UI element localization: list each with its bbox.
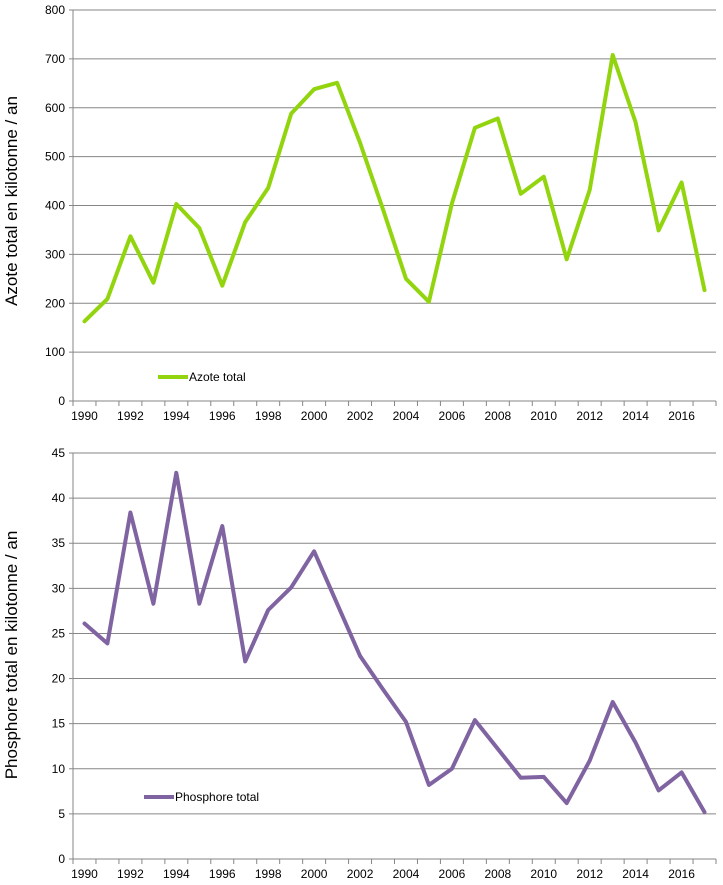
- phosphore-x-tick-label: 1990: [71, 867, 98, 881]
- azote-x-tick-label: 2004: [393, 409, 420, 423]
- azote-series-line: [82, 53, 707, 324]
- phosphore-x-tick-label: 2006: [439, 867, 466, 881]
- phosphore-y-tick-label: 10: [52, 762, 66, 776]
- phosphore-x-tick-label: 2002: [347, 867, 374, 881]
- azote-y-tick-label: 200: [45, 296, 65, 310]
- phosphore-x-tick-label: 2004: [393, 867, 420, 881]
- phosphore-y-axis-label: Phosphore total en kilotonne / an: [2, 531, 21, 780]
- phosphore-y-tick-label: 40: [52, 491, 66, 505]
- phosphore-chart: Phosphore total en kilotonne / an 0 5 10 15…: [2, 446, 717, 881]
- phosphore-legend-label: Phosphore total: [175, 790, 259, 804]
- azote-x-tick-label: 2016: [668, 409, 695, 423]
- phosphore-y-tick-label: 30: [52, 581, 66, 595]
- azote-x-tick-label: 2008: [484, 409, 511, 423]
- azote-x-tick-label: 1994: [163, 409, 190, 423]
- azote-y-tick-label: 600: [45, 101, 65, 115]
- azote-y-tick-label: 400: [45, 199, 65, 213]
- phosphore-y-tick-label: 15: [52, 717, 66, 731]
- azote-x-tick-label: 1992: [117, 409, 144, 423]
- phosphore-x-tick-label: 2014: [622, 867, 649, 881]
- phosphore-x-tick-label: 1998: [255, 867, 282, 881]
- azote-x-tick-label: 1996: [209, 409, 236, 423]
- azote-y-axis-label: Azote total en kilotonne / an: [2, 96, 21, 306]
- phosphore-y-tick-label: 45: [52, 446, 66, 460]
- phosphore-y-tick-label: 5: [58, 807, 65, 821]
- azote-x-tick-label: 1998: [255, 409, 282, 423]
- azote-x-tick-label: 1990: [71, 409, 98, 423]
- phosphore-y-tick-label: 35: [52, 536, 66, 550]
- azote-chart: Azote total en kilotonne / an 0 100 200 300…: [2, 3, 717, 423]
- azote-y-tick-label: 500: [45, 150, 65, 164]
- azote-x-tick-label: 2002: [347, 409, 374, 423]
- phosphore-x-tick-label: 1996: [209, 867, 236, 881]
- phosphore-x-tick-label: 2008: [484, 867, 511, 881]
- azote-y-tick-label: 100: [45, 345, 65, 359]
- phosphore-y-tick-label: 20: [52, 672, 66, 686]
- azote-legend-label: Azote total: [189, 370, 246, 384]
- phosphore-series-line: [82, 470, 707, 815]
- azote-x-tick-label: 2000: [301, 409, 328, 423]
- azote-x-tick-label: 2006: [439, 409, 466, 423]
- phosphore-x-tick-label: 2000: [301, 867, 328, 881]
- phosphore-x-tick-label: 1994: [163, 867, 190, 881]
- azote-x-tick-label: 2012: [576, 409, 603, 423]
- phosphore-y-tick-label: 0: [58, 852, 65, 866]
- azote-y-tick-label: 300: [45, 247, 65, 261]
- azote-x-tick-label: 2010: [530, 409, 557, 423]
- azote-y-tick-label: 700: [45, 52, 65, 66]
- azote-x-tick-label: 2014: [622, 409, 649, 423]
- phosphore-y-tick-label: 25: [52, 626, 66, 640]
- phosphore-x-tick-label: 2016: [668, 867, 695, 881]
- phosphore-x-tick-label: 1992: [117, 867, 144, 881]
- azote-y-tick-label: 0: [58, 394, 65, 408]
- phosphore-x-tick-label: 2010: [530, 867, 557, 881]
- azote-y-tick-label: 800: [45, 3, 65, 17]
- phosphore-x-tick-label: 2012: [576, 867, 603, 881]
